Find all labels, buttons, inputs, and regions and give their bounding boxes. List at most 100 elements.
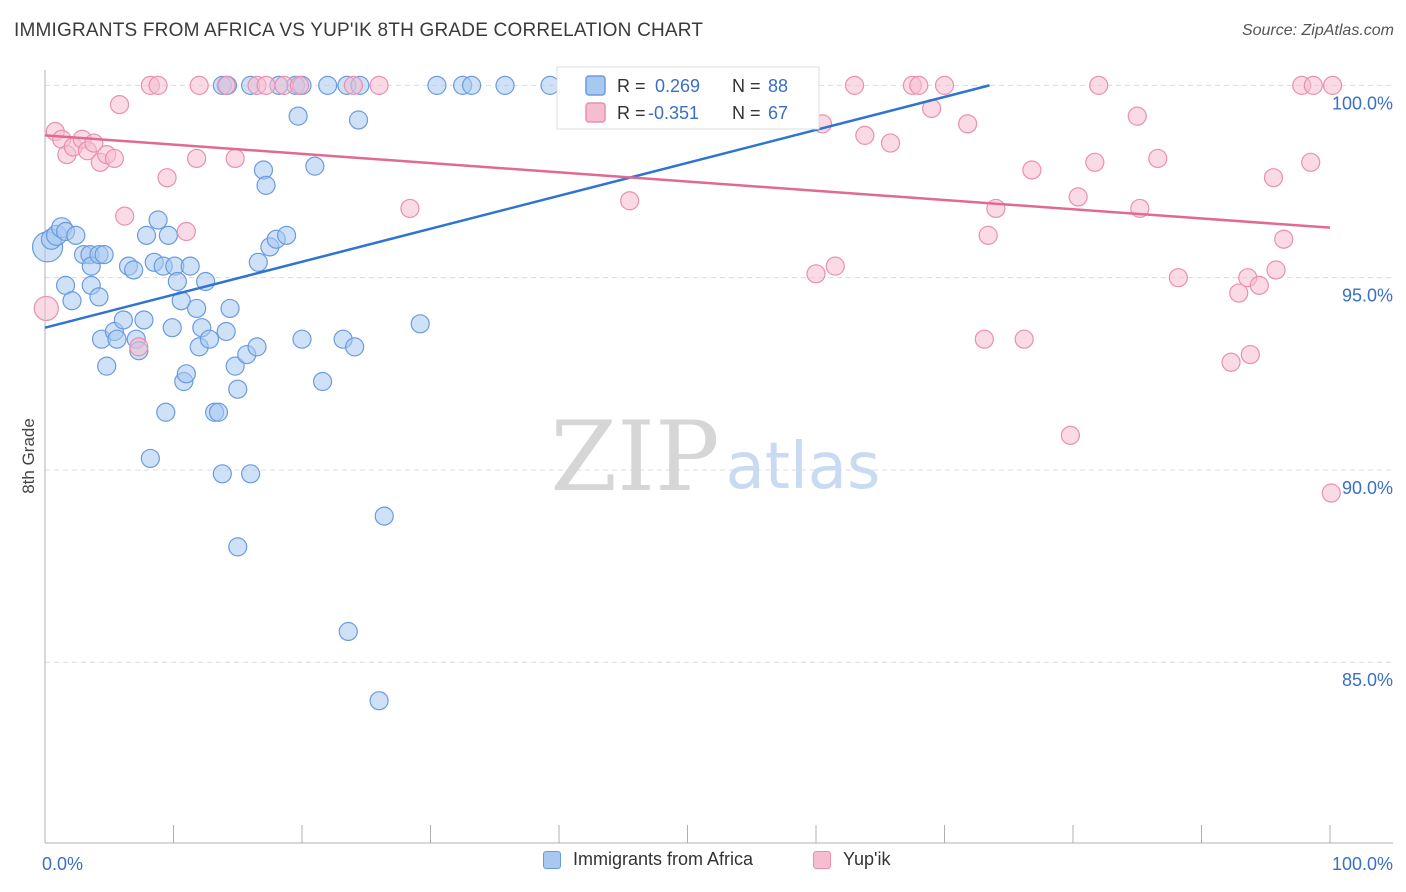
data-point — [1321, 483, 1341, 503]
data-point — [199, 329, 220, 349]
data-point — [228, 537, 248, 557]
data-point — [1263, 168, 1284, 188]
data-point — [825, 256, 845, 276]
data-point — [276, 225, 297, 245]
data-point — [148, 210, 168, 230]
data-point — [345, 337, 365, 357]
data-point — [1249, 275, 1269, 295]
data-point — [909, 75, 929, 95]
data-point — [1060, 425, 1081, 445]
data-point — [162, 318, 182, 338]
watermark-atlas: atlas — [726, 430, 881, 504]
data-point — [248, 252, 268, 272]
data-point — [134, 310, 154, 330]
data-point — [1085, 152, 1105, 172]
trend-line-blue — [44, 84, 990, 329]
data-point — [115, 206, 135, 226]
data-point — [208, 402, 229, 422]
stats-legend: R = 0.269 N = 88 R = -0.351 N = 67 — [556, 66, 820, 130]
data-point — [495, 75, 515, 95]
data-point — [312, 371, 333, 392]
data-point — [189, 75, 209, 95]
data-point — [220, 298, 240, 319]
data-point — [1022, 160, 1042, 180]
data-point — [256, 175, 276, 195]
data-point — [462, 75, 482, 95]
data-point — [1274, 229, 1294, 249]
legend-label-yupik: Yup'ik — [843, 849, 891, 869]
stats-n-value-blue: 88 — [768, 76, 788, 96]
data-point — [1240, 344, 1260, 365]
data-point — [1068, 187, 1088, 207]
stats-r-value-pink: -0.351 — [648, 103, 699, 123]
data-point — [348, 110, 369, 130]
chart-title: IMMIGRANTS FROM AFRICA VS YUP'IK 8TH GRA… — [14, 20, 704, 41]
data-point — [33, 295, 59, 322]
data-point — [176, 364, 196, 384]
legend-item-immigrants-from-africa[interactable]: Immigrants from Africa — [543, 849, 753, 870]
data-point — [124, 260, 144, 280]
data-point — [806, 264, 826, 284]
data-point — [343, 75, 363, 95]
watermark: ZIP atlas — [550, 401, 880, 513]
data-point — [97, 356, 117, 376]
data-point — [289, 75, 310, 95]
data-point — [1148, 148, 1168, 169]
data-point — [400, 198, 420, 219]
series-immigrants-from-africa — [31, 75, 595, 711]
data-point — [212, 464, 232, 484]
data-point — [228, 379, 248, 399]
data-point — [225, 148, 245, 169]
y-tick-label: 90.0% — [1342, 478, 1393, 498]
trend-lines — [44, 84, 1331, 329]
y-tick-label: 100.0% — [1332, 93, 1393, 113]
data-point — [216, 75, 236, 95]
legend-item-yupik[interactable]: Yup'ik — [813, 849, 890, 870]
data-point — [292, 329, 312, 349]
data-point — [855, 125, 875, 145]
data-point — [216, 321, 236, 342]
data-point — [369, 691, 389, 711]
data-point — [176, 221, 196, 242]
stats-swatch-blue — [585, 75, 606, 96]
data-point — [974, 329, 994, 349]
data-point — [1014, 329, 1034, 349]
data-point — [187, 148, 207, 169]
data-point — [256, 75, 276, 95]
data-point — [1301, 152, 1321, 172]
data-point — [978, 225, 998, 245]
data-point — [934, 75, 955, 95]
legend-swatch-blue — [543, 850, 561, 869]
stats-n-value-pink: 67 — [768, 103, 788, 123]
data-point — [880, 133, 901, 153]
data-point — [318, 75, 338, 95]
data-point — [338, 621, 358, 642]
series-yupik — [33, 75, 1343, 503]
legend-swatch-pink — [813, 850, 831, 869]
data-point — [620, 191, 640, 211]
data-point — [241, 464, 261, 484]
data-point — [140, 448, 160, 469]
data-point — [1089, 75, 1109, 95]
data-point — [109, 95, 130, 115]
x-tick-label: 100.0% — [1332, 854, 1393, 874]
data-point — [62, 291, 82, 311]
data-point — [66, 225, 86, 245]
data-point — [158, 225, 178, 245]
data-point — [107, 329, 127, 349]
data-point — [374, 506, 394, 526]
data-point — [427, 75, 447, 95]
data-point — [104, 148, 124, 169]
data-point — [89, 287, 109, 307]
data-point — [167, 271, 187, 292]
data-point — [1322, 75, 1343, 95]
data-point — [129, 337, 149, 357]
data-point — [540, 75, 560, 95]
stats-swatch-pink — [585, 102, 606, 123]
trend-line-pink — [44, 134, 1331, 229]
data-point — [410, 314, 430, 334]
data-point — [369, 75, 389, 95]
data-point — [94, 244, 114, 265]
axes — [44, 70, 1393, 844]
stats-r-label-pink: R = — [617, 103, 646, 123]
